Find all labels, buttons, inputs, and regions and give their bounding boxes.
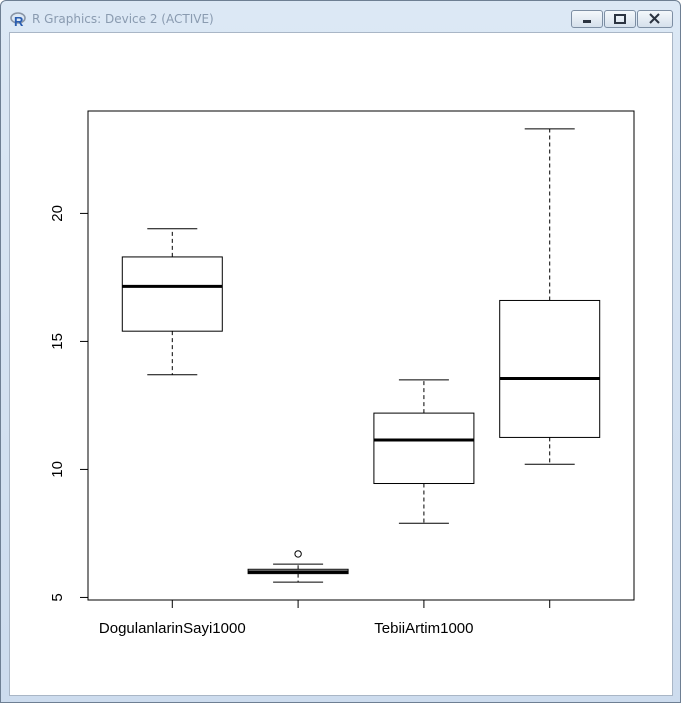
x-category-label: TebiiArtim1000 xyxy=(374,620,473,637)
iqr-box xyxy=(499,299,601,438)
y-tick-label: 10 xyxy=(49,461,66,478)
x-category-label: DogulanlarinSayi1000 xyxy=(99,620,246,637)
outlier-point xyxy=(294,550,302,558)
minimize-button[interactable] xyxy=(571,10,603,28)
y-tick-label: 5 xyxy=(49,593,66,601)
plot-frame xyxy=(87,110,635,601)
y-tick-label: 15 xyxy=(49,333,66,350)
iqr-box xyxy=(121,256,223,332)
window-title: R Graphics: Device 2 (ACTIVE) xyxy=(32,12,214,26)
close-icon xyxy=(649,13,660,24)
iqr-box xyxy=(373,412,475,485)
y-tick-label: 20 xyxy=(49,205,66,222)
close-button[interactable] xyxy=(637,10,673,28)
svg-text:R: R xyxy=(14,14,24,27)
r-logo-icon: R xyxy=(10,12,26,27)
plot-area: 5 10 15 20 DogulanlarinSayi1000 TebiiArtim100… xyxy=(9,32,673,696)
maximize-button[interactable] xyxy=(604,10,636,28)
boxplot-chart: 5 10 15 20 DogulanlarinSayi1000 TebiiArtim100… xyxy=(49,110,635,637)
maximize-icon xyxy=(614,14,626,24)
minimize-icon xyxy=(583,20,591,23)
title-bar[interactable]: R R Graphics: Device 2 (ACTIVE) xyxy=(1,1,680,37)
